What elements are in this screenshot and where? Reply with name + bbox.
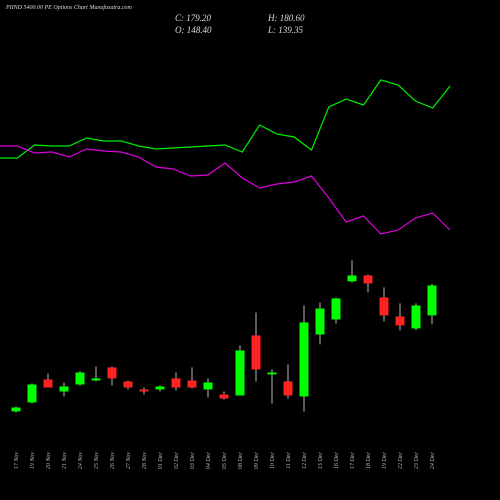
x-tick-label: 03 Dec [190,452,196,469]
high-label: H: 180.60 [267,13,305,23]
indicator-line [0,145,451,235]
candle-body [283,381,293,396]
candle-body [219,394,229,399]
candle-body [155,386,165,390]
x-tick-label: 18 Dec [366,452,372,469]
x-tick-label: 15 Dec [318,452,324,469]
candle-body [187,380,197,388]
x-tick-label: 04 Dec [205,452,212,469]
candle-body [347,275,357,282]
x-tick-label: 27 Nov [126,452,132,470]
candle-body [123,381,133,388]
x-tick-label: 01 Dec [158,452,164,469]
x-tick-label: 11 Dec [286,452,292,469]
x-tick-label: 24 Nov [77,452,84,470]
chart-title: PIIND 5400.00 PE Options Chart Munafasut… [5,4,132,11]
indicator-line [0,79,451,159]
candle-body [427,285,437,316]
x-tick-label: 26 Nov [110,452,116,470]
candle-body [363,275,373,284]
candle-body [27,384,37,403]
candle-body [299,322,309,397]
candle-body [331,298,341,320]
candle-body [315,308,325,335]
x-tick-label: 19 Nov [30,452,36,470]
x-tick-label: 17 Dec [350,452,356,469]
x-tick-label: 24 Dec [429,452,436,469]
candle-body [59,386,69,392]
low-label: L: 139.35 [267,25,304,35]
x-tick-label: 25 Nov [94,452,100,470]
candle-body [171,378,181,388]
candle-body [203,382,213,390]
candle-body [91,378,101,381]
close-label: C: 179.20 [175,13,212,23]
x-tick-label: 10 Dec [270,452,276,469]
candle-body [107,367,117,379]
x-tick-label: 16 Dec [334,452,340,469]
x-tick-label: 23 Dec [414,452,420,469]
candle-body [379,297,389,316]
candle-body [43,379,53,388]
candle-body [11,407,21,412]
x-tick-label: 19 Dec [382,452,388,469]
x-tick-label: 20 Nov [46,452,52,470]
x-tick-label: 12 Dec [302,452,308,469]
candle-body [251,335,261,370]
x-tick-label: 28 Nov [142,452,148,470]
candle-body [235,350,245,396]
open-label: O: 148.40 [175,25,212,35]
x-tick-label: 22 Dec [398,452,404,469]
candle-body [411,305,421,329]
x-tick-label: 02 Dec [174,452,180,469]
x-tick-label: 09 Dec [254,452,260,469]
candle-body [267,372,277,375]
x-tick-label: 21 Nov [62,452,68,470]
candle-body [395,316,405,326]
candle-body [139,389,149,392]
x-tick-label: 17 Nov [14,452,20,470]
candle-body [75,372,85,385]
x-tick-label: 05 Dec [222,452,228,469]
x-tick-label: 08 Dec [238,452,244,469]
